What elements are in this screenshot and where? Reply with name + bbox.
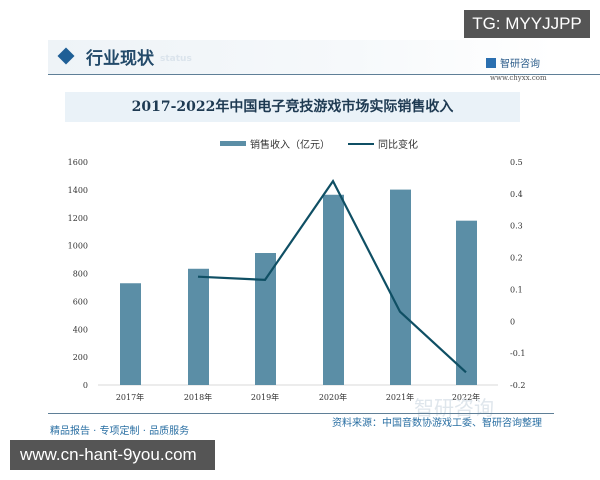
x-tick-label: 2021年 [386, 392, 414, 402]
bar [456, 220, 477, 385]
section-header: 行业现状 status [48, 40, 600, 76]
chart-legend: 销售收入（亿元） 同比变化 [220, 136, 418, 151]
left-tick-label: 200 [73, 353, 88, 362]
right-tick-label: 0.3 [510, 222, 523, 231]
right-tick-label: -0.2 [510, 381, 525, 390]
footer-ghost-brand: 智研咨询 [414, 396, 494, 420]
legend-bar-swatch [220, 141, 246, 146]
left-axis: 0 200 400 600 800 1000 1200 1400 1600 [68, 158, 88, 390]
left-tick-label: 600 [73, 297, 88, 306]
header-divider [48, 74, 600, 75]
x-tick-label: 2022年 [452, 392, 480, 402]
left-tick-label: 0 [83, 381, 88, 390]
chart-title: 2017-2022年中国电子竞技游戏市场实际销售收入 [131, 99, 454, 115]
section-title: 行业现状 [86, 49, 154, 69]
x-tick-label: 2017年 [116, 392, 144, 402]
bar [120, 283, 141, 385]
left-tick-label: 1200 [68, 214, 88, 223]
bar [255, 253, 276, 385]
bar-series [120, 189, 477, 385]
brand-name: 智研咨询 [500, 59, 540, 70]
footer-tagline: 精品报告 · 专项定制 · 品质服务 [50, 426, 190, 437]
right-tick-label: 0.2 [510, 254, 523, 263]
right-tick-label: 0.5 [510, 158, 523, 167]
right-tick-label: -0.1 [510, 349, 525, 358]
x-axis-labels: 2017年 2018年 2019年 2020年 2021年 2022年 [116, 392, 480, 402]
right-axis: -0.2 -0.1 0 0.1 0.2 0.3 0.4 0.5 [510, 158, 525, 390]
left-tick-label: 1400 [68, 186, 88, 195]
legend-label-revenue: 销售收入（亿元） [250, 140, 330, 151]
right-tick-label: 0 [510, 317, 515, 326]
bar [323, 194, 344, 385]
header-ghost-text: status [160, 54, 192, 64]
x-tick-label: 2019年 [251, 392, 279, 402]
x-tick-label: 2020年 [319, 392, 347, 402]
right-tick-label: 0.4 [510, 190, 523, 199]
bar [390, 189, 411, 385]
x-tick-label: 2018年 [184, 392, 212, 402]
data-source: 资料来源：中国音数协游戏工委、智研咨询整理 [332, 418, 542, 429]
watermark-top: TG: MYYJJPP [464, 10, 590, 38]
left-tick-label: 1600 [68, 158, 88, 167]
bar [188, 268, 209, 385]
left-tick-label: 800 [73, 270, 88, 279]
yoy-line-series [197, 178, 467, 374]
right-tick-label: 0.1 [510, 285, 523, 294]
watermark-bottom: www.cn-hant-9you.com [10, 440, 215, 470]
legend-line-swatch [348, 142, 374, 145]
left-tick-label: 400 [73, 325, 88, 334]
left-tick-label: 1000 [68, 242, 88, 251]
header-background [48, 40, 554, 74]
brand-logo-icon [486, 57, 496, 68]
brand-url: www.chyxx.com [490, 74, 547, 82]
footer-divider [48, 413, 554, 414]
chart-title-band: 2017-2022年中国电子竞技游戏市场实际销售收入 [65, 92, 520, 122]
legend-label-yoy: 同比变化 [378, 140, 418, 151]
brand-block: 智研咨询 www.chyxx.com [486, 52, 586, 82]
